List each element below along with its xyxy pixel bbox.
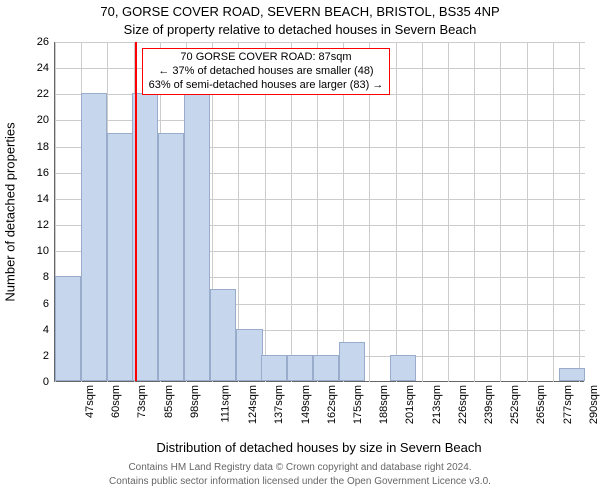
x-tick-label: 124sqm — [247, 385, 259, 424]
property-marker-line — [135, 42, 137, 381]
histogram-bar — [313, 355, 339, 381]
gridline-v — [553, 42, 554, 382]
histogram-bar — [390, 355, 416, 381]
x-tick-label: 98sqm — [189, 385, 201, 418]
histogram-bar — [210, 289, 236, 381]
x-tick-label: 47sqm — [84, 385, 96, 418]
histogram-bar — [55, 276, 81, 381]
histogram-bar — [339, 342, 365, 381]
x-tick-label: 149sqm — [300, 385, 312, 424]
histogram-bar — [158, 133, 184, 381]
histogram-bar — [236, 329, 262, 381]
y-tick-label: 22 — [37, 88, 55, 100]
y-tick-label: 6 — [43, 298, 55, 310]
histogram-bar — [107, 133, 133, 381]
x-tick-label: 111sqm — [220, 385, 232, 423]
y-tick-label: 10 — [37, 245, 55, 257]
infobox-line: ← 37% of detached houses are smaller (48… — [149, 65, 384, 79]
histogram-bar — [261, 355, 287, 381]
histogram-bar — [287, 355, 313, 381]
histogram-bar — [559, 368, 585, 381]
x-tick-label: 213sqm — [431, 385, 443, 424]
x-tick-label: 265sqm — [536, 385, 548, 424]
property-info-box: 70 GORSE COVER ROAD: 87sqm← 37% of detac… — [142, 48, 391, 95]
x-tick-label: 201sqm — [405, 385, 417, 424]
gridline-v — [396, 42, 397, 382]
x-tick-label: 277sqm — [562, 385, 574, 424]
gridline-v — [527, 42, 528, 382]
histogram-bar — [184, 67, 210, 381]
x-tick-label: 188sqm — [378, 385, 390, 424]
x-tick-label: 175sqm — [352, 385, 364, 424]
x-tick-label: 239sqm — [483, 385, 495, 424]
x-tick-label: 290sqm — [588, 385, 600, 424]
gridline-v — [422, 42, 423, 382]
infobox-line: 63% of semi-detached houses are larger (… — [149, 79, 384, 93]
y-tick-label: 2 — [43, 350, 55, 362]
y-tick-label: 14 — [37, 193, 55, 205]
x-tick-label: 226sqm — [457, 385, 469, 424]
y-axis-label: Number of detached properties — [3, 122, 18, 301]
y-tick-label: 12 — [37, 219, 55, 231]
y-tick-label: 26 — [37, 36, 55, 48]
y-tick-label: 4 — [43, 324, 55, 336]
gridline-v — [500, 42, 501, 382]
y-tick-label: 8 — [43, 271, 55, 283]
y-tick-label: 0 — [43, 376, 55, 388]
chart-title: 70, GORSE COVER ROAD, SEVERN BEACH, BRIS… — [0, 4, 600, 19]
y-tick-label: 16 — [37, 167, 55, 179]
x-tick-label: 60sqm — [110, 385, 122, 418]
x-tick-label: 252sqm — [509, 385, 521, 424]
y-tick-label: 18 — [37, 141, 55, 153]
plot-area: 0246810121416182022242647sqm60sqm73sqm85… — [54, 42, 584, 382]
gridline-v — [579, 42, 580, 382]
gridline-v — [474, 42, 475, 382]
y-tick-label: 24 — [37, 62, 55, 74]
x-tick-label: 73sqm — [136, 385, 148, 418]
histogram-bar — [81, 93, 107, 381]
y-tick-label: 20 — [37, 114, 55, 126]
gridline-v — [448, 42, 449, 382]
infobox-line: 70 GORSE COVER ROAD: 87sqm — [149, 51, 384, 65]
x-tick-label: 162sqm — [326, 385, 338, 424]
chart-subtitle: Size of property relative to detached ho… — [0, 22, 600, 37]
x-tick-label: 137sqm — [274, 385, 286, 424]
x-tick-label: 85sqm — [163, 385, 175, 418]
x-axis-label: Distribution of detached houses by size … — [54, 440, 584, 455]
footer-line-2: Contains public sector information licen… — [0, 476, 600, 487]
footer-line-1: Contains HM Land Registry data © Crown c… — [0, 462, 600, 473]
